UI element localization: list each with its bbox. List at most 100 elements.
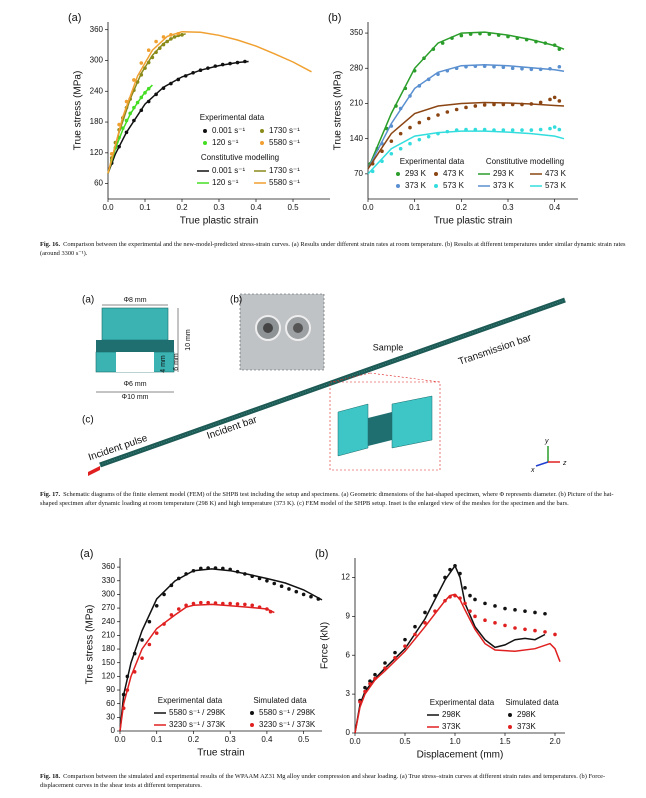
data-point [301,592,306,597]
data-point [154,604,159,608]
data-point [221,566,225,571]
data-point [373,676,377,681]
data-point [125,674,130,679]
y-tick-label: 150 [102,658,116,667]
data-point [520,66,524,71]
y-tick-label: 140 [350,134,364,143]
data-line [107,30,312,174]
data-point [459,33,464,38]
data-point [557,127,562,132]
data-point [443,575,447,580]
data-point [154,39,158,44]
data-point [463,601,467,606]
data-point [413,624,417,629]
legend-label: 0.001 s⁻¹ [212,126,245,135]
data-point [398,146,403,151]
data-point [169,613,174,617]
caption-label: Fig. 18. [40,773,61,780]
y-tick-label: 240 [102,617,116,626]
axis-triad [535,446,560,467]
data-point [483,618,487,623]
legend-label: 298K [442,710,461,719]
y-tick-label: 90 [106,685,115,694]
data-point [250,603,255,608]
y-tick-label: 60 [106,699,115,708]
legend-label: 120 s⁻¹ [212,138,239,147]
panel-label: (b) [315,548,328,560]
legend-title: Simulated data [505,698,559,707]
data-point [162,622,166,626]
data-point [408,125,412,130]
data-point [294,589,299,594]
data-point [146,48,151,53]
dimension-label: 6 mm [173,353,180,371]
data-point [132,78,136,82]
data-point [458,571,462,576]
data-point [121,692,126,697]
x-tick-label: 1.5 [499,737,511,746]
y-tick-label: 360 [90,25,104,34]
data-point [287,587,291,591]
legend-label: 373 K [405,181,427,190]
data-point [309,594,313,599]
data-point [464,105,468,110]
caption-text: Comparison between the simulated and exp… [40,773,606,789]
caption: Fig. 16. Comparison between the experimen… [40,240,630,258]
data-point [417,120,422,125]
data-point [436,113,440,117]
y-tick-label: 180 [90,117,104,126]
x-tick-label: 0.1 [409,203,421,212]
legend-title: Constitutive modelling [486,157,564,166]
caption-text: Comparison between the experimental and … [40,241,626,257]
x-tick-label: 0.4 [549,203,561,212]
data-point [543,611,547,616]
x-tick-label: 2.0 [549,737,561,746]
data-point [206,600,210,605]
dimension-label: Φ8 mm [123,297,146,304]
legend-swatch [508,725,512,729]
legend-label: 373 K [493,181,515,190]
data-point [121,706,126,711]
panel-label: (c) [82,415,94,426]
x-tick-label: 0.0 [349,737,361,746]
axis-letter: x [530,467,535,474]
x-axis-label: True plastic strain [434,216,513,227]
x-tick-label: 0.4 [261,735,273,744]
legend-title: Experimental data [400,157,465,166]
data-point [503,606,507,611]
data-point [257,605,262,609]
data-point [510,128,515,132]
y-axis-label: True stress (MPa) [333,71,344,151]
data-point [473,104,478,108]
data-point [520,128,524,132]
data-point [265,607,269,611]
legend-label: 293 K [405,169,427,178]
callout: Transmission bar [457,332,533,367]
data-point [529,128,534,132]
data-point [228,601,232,606]
data-point [132,651,137,656]
data-line [354,564,546,734]
y-tick-label: 240 [90,86,104,95]
data-point [213,601,218,605]
data-line [119,568,323,732]
y-tick-label: 280 [350,63,364,72]
data-point [482,103,487,107]
data-point [533,610,537,615]
legend-label: 5580 s⁻¹ [269,178,300,187]
y-axis-label: Force (kN) [320,622,331,669]
legend-swatch [396,184,400,188]
caption-text: Schematic diagrams of the finite element… [40,491,614,507]
data-point [265,578,269,583]
legend-swatch [203,141,207,145]
y-tick-label: 300 [102,590,116,599]
legend-label: 373K [442,722,461,731]
data-point [389,151,394,156]
data-point [463,586,467,590]
data-point [235,569,240,574]
legend-title: Experimental data [200,113,265,122]
data-point [468,609,472,613]
legend-swatch [203,129,207,133]
dimension-label: Φ6 mm [123,381,146,388]
data-point [423,610,427,615]
